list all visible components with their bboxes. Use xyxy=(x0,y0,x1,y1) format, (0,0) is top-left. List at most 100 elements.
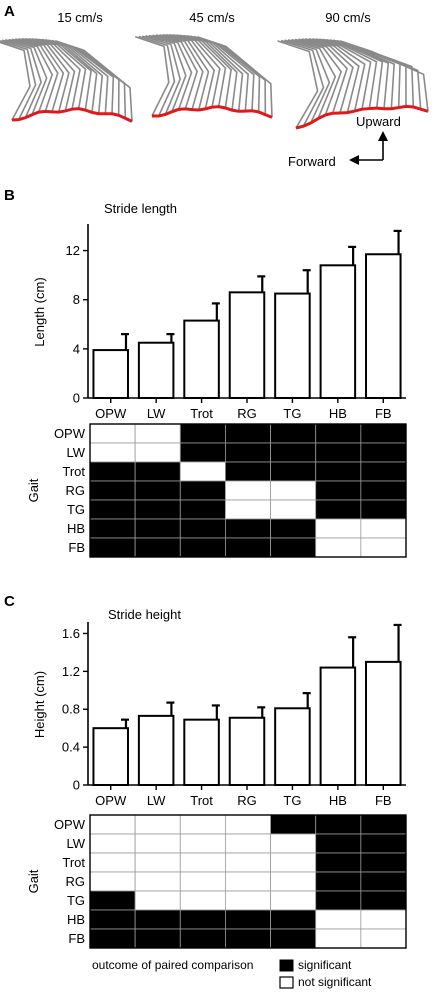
cell-significant xyxy=(360,480,407,501)
legend-significant-swatch xyxy=(279,959,294,972)
cell-not-significant xyxy=(270,871,317,892)
x-tick-label: LW xyxy=(147,406,166,421)
cell-significant xyxy=(315,833,362,854)
cell-significant xyxy=(179,442,226,463)
cell-significant xyxy=(315,461,362,482)
matrix-row-label: HB xyxy=(67,521,85,536)
cell-significant xyxy=(225,909,271,930)
legend-not-significant-label: not significant xyxy=(298,975,372,989)
bar-lw xyxy=(137,341,175,400)
cell-not-significant xyxy=(225,499,271,520)
limb-trace xyxy=(155,34,204,110)
cell-significant xyxy=(360,442,407,463)
x-tick-label: TG xyxy=(283,793,301,808)
y-axis-label: Height (cm) xyxy=(32,671,47,738)
matrix-frame xyxy=(89,423,407,558)
cell-significant xyxy=(134,518,181,539)
limb-trace xyxy=(284,39,331,124)
cell-significant xyxy=(225,537,271,558)
cell-significant xyxy=(360,814,407,835)
bar-tg xyxy=(274,707,311,786)
cell-significant xyxy=(360,871,407,892)
limb-trace xyxy=(0,40,37,120)
forward-arrow-head xyxy=(349,155,359,165)
cell-significant xyxy=(315,814,362,835)
foot-trajectory xyxy=(295,104,429,130)
x-tick-label: Trot xyxy=(190,793,213,808)
cell-not-significant xyxy=(89,871,136,892)
panel-b-letter: B xyxy=(4,187,15,204)
cell-significant xyxy=(225,518,271,539)
cell-significant xyxy=(179,518,226,539)
bar-trot xyxy=(183,718,220,787)
bar-fb xyxy=(365,253,402,399)
cell-not-significant xyxy=(89,442,136,463)
matrix-row-label: FB xyxy=(68,540,85,555)
cell-significant xyxy=(315,871,362,892)
cell-significant xyxy=(89,499,136,520)
cell-not-significant xyxy=(270,833,317,854)
cell-significant xyxy=(225,423,271,444)
cell-not-significant xyxy=(225,480,271,501)
y-tick-label: 0 xyxy=(73,778,80,793)
cell-not-significant xyxy=(134,852,181,873)
stride-height-matrix: OPW LW Trot RG TG HB FB Gait xyxy=(26,814,407,949)
cell-significant xyxy=(270,909,317,930)
cell-significant xyxy=(225,442,271,463)
cell-not-significant xyxy=(315,928,362,949)
cell-significant xyxy=(270,814,317,835)
legend: outcome of paired comparison significant… xyxy=(92,958,372,989)
foot-trajectory xyxy=(11,107,133,123)
x-tick-label: Trot xyxy=(190,406,213,421)
cell-significant xyxy=(89,928,136,949)
cell-significant xyxy=(315,442,362,463)
cell-not-significant xyxy=(134,890,181,911)
limb-trace xyxy=(152,34,198,110)
cell-not-significant xyxy=(179,814,226,835)
cell-significant xyxy=(179,537,226,558)
limb-trace xyxy=(0,41,31,121)
foot-trajectory xyxy=(151,105,273,119)
stride-height-chart: 0 0.4 0.8 1.2 1.6 Height (cm) OPW LW Trot RG TG HB F… xyxy=(32,622,406,808)
matrix-row-label: OPW xyxy=(54,817,86,832)
panel-b: B Stride length 0 4 8 12 Length (cm) OPW LW Tro… xyxy=(4,187,407,558)
x-tick-label: RG xyxy=(237,406,257,421)
cell-not-significant xyxy=(225,833,271,854)
bar-lw xyxy=(137,714,175,786)
cell-not-significant xyxy=(225,871,271,892)
cell-significant xyxy=(89,909,136,930)
limb-trace xyxy=(277,40,319,129)
cell-significant xyxy=(360,890,407,911)
cell-not-significant xyxy=(315,537,362,558)
cell-significant xyxy=(270,537,317,558)
limb-trace xyxy=(196,36,273,118)
stick-diagram-15 xyxy=(0,38,133,123)
legend-significant-label: significant xyxy=(298,958,352,972)
cell-not-significant xyxy=(179,871,226,892)
cell-significant xyxy=(89,537,136,558)
bar-hb xyxy=(319,666,357,786)
cell-significant xyxy=(179,909,226,930)
cell-not-significant xyxy=(89,852,136,873)
limb-trace xyxy=(159,34,210,111)
chart-b-title: Stride length xyxy=(104,201,177,216)
cell-significant xyxy=(134,480,181,501)
cell-significant xyxy=(89,518,136,539)
y-tick-label: 0 xyxy=(73,391,80,406)
cell-significant xyxy=(134,909,181,930)
y-tick-label: 0.4 xyxy=(62,740,80,755)
cell-significant xyxy=(179,499,226,520)
y-tick-label: 1.6 xyxy=(62,626,80,641)
cell-not-significant xyxy=(270,852,317,873)
matrix-row-label: LW xyxy=(66,445,85,460)
cell-significant xyxy=(270,518,317,539)
matrix-frame xyxy=(89,814,407,949)
cell-significant xyxy=(89,890,136,911)
cell-not-significant xyxy=(315,909,362,930)
speed-label-1: 15 cm/s xyxy=(57,10,103,25)
bar-opw xyxy=(92,349,129,400)
y-tick-label: 4 xyxy=(73,341,80,356)
cell-not-significant xyxy=(179,833,226,854)
cell-not-significant xyxy=(89,814,136,835)
